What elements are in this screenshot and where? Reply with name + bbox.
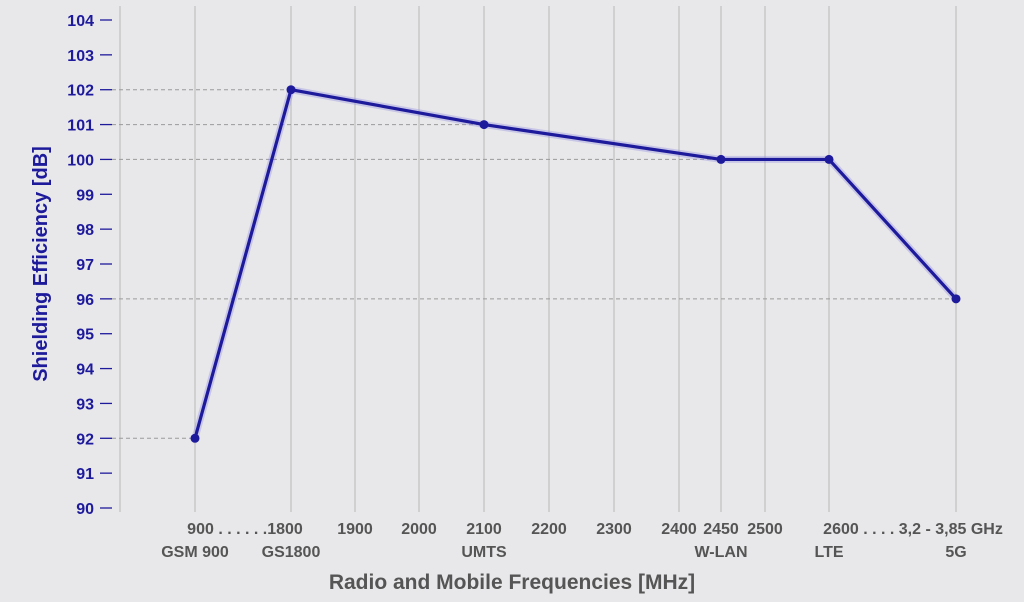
series-line bbox=[193, 88, 958, 439]
y-tick-label: 97 bbox=[76, 257, 94, 274]
x-tick-label: 2400 bbox=[661, 521, 697, 538]
y-tick-label: 103 bbox=[67, 48, 94, 65]
band-label: UMTS bbox=[461, 544, 507, 561]
x-tick-labels: 900 . . . . . .1800 1900 2000 2100 2200 … bbox=[187, 521, 1003, 538]
data-point bbox=[479, 120, 489, 130]
x-tick-label: 1900 bbox=[337, 521, 373, 538]
band-label: GSM 900 bbox=[161, 544, 229, 561]
data-point bbox=[951, 294, 961, 304]
x-tick-label: 2000 bbox=[401, 521, 437, 538]
y-tick-label: 92 bbox=[76, 431, 94, 448]
y-tick-label: 94 bbox=[76, 362, 94, 379]
band-label: LTE bbox=[814, 544, 843, 561]
x-tick-label: 2300 bbox=[596, 521, 632, 538]
y-tick-label: 90 bbox=[76, 501, 94, 518]
x-tick-label: 2450 bbox=[703, 521, 739, 538]
data-series bbox=[190, 85, 961, 443]
y-axis-label: Shielding Efficiency [dB] bbox=[30, 146, 52, 382]
x-tick-label: 2200 bbox=[531, 521, 567, 538]
y-tick-label: 93 bbox=[76, 396, 94, 413]
series-glow bbox=[191, 86, 959, 440]
band-labels: GSM 900 GS1800 UMTS W-LAN LTE 5G bbox=[161, 544, 966, 561]
data-point bbox=[716, 154, 726, 164]
reference-dashed-lines bbox=[112, 89, 956, 439]
y-tick-label: 96 bbox=[76, 292, 94, 309]
data-point bbox=[190, 433, 200, 443]
data-point bbox=[824, 154, 834, 164]
band-label: GS1800 bbox=[262, 544, 321, 561]
y-tick-label: 98 bbox=[76, 222, 94, 239]
y-tick-label: 99 bbox=[76, 187, 94, 204]
data-point bbox=[286, 85, 296, 95]
band-label: W-LAN bbox=[695, 544, 748, 561]
band-label: 5G bbox=[945, 544, 966, 561]
y-tick-label: 100 bbox=[67, 152, 94, 169]
y-tick-label: 104 bbox=[67, 13, 94, 30]
y-tick-label: 101 bbox=[67, 118, 94, 135]
x-tick-label: 2600 . . . . 3,2 - 3,85 GHz bbox=[823, 521, 1003, 538]
x-tick-label: 900 . . . . . .1800 bbox=[187, 521, 303, 538]
y-axis: 90 91 92 93 94 95 96 97 98 99 100 101 102 103 104 bbox=[67, 13, 112, 518]
x-tick-label: 2100 bbox=[466, 521, 502, 538]
y-tick-label: 95 bbox=[76, 327, 94, 344]
x-axis-label: Radio and Mobile Frequencies [MHz] bbox=[329, 571, 695, 594]
y-tick-label: 91 bbox=[76, 466, 94, 483]
y-tick-label: 102 bbox=[67, 83, 94, 100]
x-tick-label: 2500 bbox=[747, 521, 783, 538]
